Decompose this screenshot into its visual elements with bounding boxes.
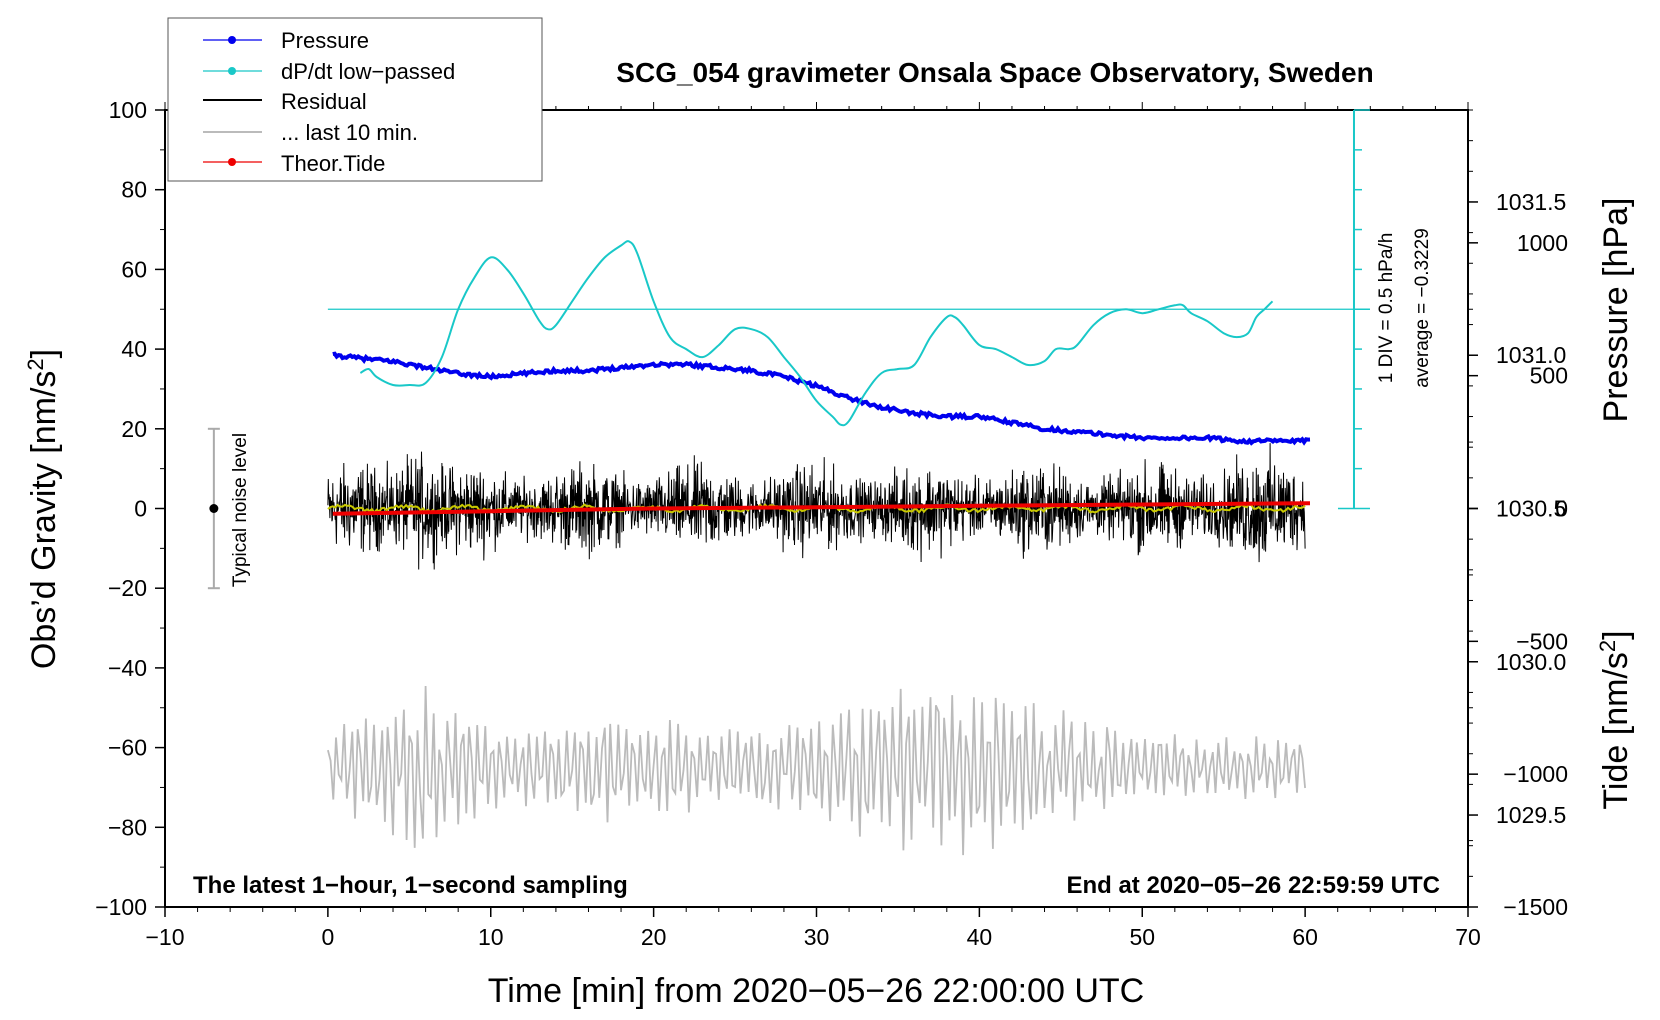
y-tick-label: 60 [121, 256, 147, 282]
y-axis-label-tide-main: Tide [nm/s [1597, 652, 1635, 809]
x-tick-label: 10 [478, 924, 504, 950]
y-tick-label: 40 [121, 336, 147, 362]
pressure-tick-label: 1031.5 [1496, 189, 1566, 215]
x-tick-label: −10 [145, 924, 184, 950]
chart-title: SCG_054 gravimeter Onsala Space Observat… [616, 57, 1373, 88]
x-tick-label: 30 [804, 924, 830, 950]
y-axis-label-tide-end: ] [1597, 630, 1635, 639]
x-axis-label: Time [min] from 2020−05−26 22:00:00 UTC [488, 972, 1144, 1010]
dpdt-average-label: average = −0.3229 [1412, 228, 1433, 388]
x-tick-label: 50 [1129, 924, 1155, 950]
tide-tick-label: −1000 [1503, 761, 1568, 787]
tide-tick-label: −500 [1516, 628, 1568, 654]
pressure-tick-label: 1031.0 [1496, 342, 1566, 368]
series-pressure-line [332, 351, 1311, 446]
x-tick-label: 60 [1292, 924, 1318, 950]
y-tick-label: −100 [95, 894, 147, 920]
sampling-note: The latest 1−hour, 1−second sampling [193, 872, 628, 899]
y-axis-label-pressure: Pressure [hPa] [1597, 198, 1635, 423]
series-theor-tide-line [332, 501, 1311, 516]
pressure-tick-label: 1030.5 [1496, 496, 1566, 522]
y-axis-label-left-end: ] [25, 349, 63, 358]
pressure-tick-label: 1030.0 [1496, 649, 1566, 675]
y-tick-label: −40 [108, 655, 147, 681]
y-axis-label-left-sup: 2 [23, 358, 48, 370]
legend-item-tide: Theor.Tide [203, 151, 385, 176]
legend-marker-pressure [228, 36, 236, 44]
dpdt-div-label: 1 DIV = 0.5 hPa/h [1376, 233, 1397, 384]
legend-item-last10: ... last 10 min. [203, 120, 418, 145]
x-tick-label: 20 [641, 924, 667, 950]
series-dpdt-line [359, 240, 1274, 427]
noise-bar-center-dot [209, 504, 219, 513]
tide-tick-label: 0 [1555, 496, 1568, 522]
y-axis-label-left: Obs’d Gravity [nm/s2] [23, 349, 63, 669]
y-axis-label-tide-sup: 2 [1595, 640, 1620, 652]
noise-level-label: Typical noise level [230, 433, 251, 587]
tide-tick-label: 500 [1530, 363, 1568, 389]
x-tick-label: 40 [967, 924, 993, 950]
dpdt-scale-bar [1337, 109, 1370, 510]
legend-label-tide: Theor.Tide [281, 151, 385, 176]
y-tick-label: −60 [108, 735, 147, 761]
series-last-10-min-line [327, 685, 1306, 856]
legend-item-pressure: Pressure [203, 28, 369, 53]
y-tick-label: −20 [108, 575, 147, 601]
noise-level-indicator: Typical noise level [207, 427, 251, 590]
x-tick-label: 70 [1455, 924, 1481, 950]
legend: Pressure dP/dt low−passed Residual ... l… [167, 17, 543, 182]
y-tick-label: 100 [109, 97, 147, 123]
axes: −10 0 10 20 30 40 50 60 70−100−80−60−40−20020406… [95, 97, 1568, 950]
tide-tick-label: 1000 [1517, 230, 1568, 256]
tide-tick-label: −1500 [1503, 894, 1568, 920]
y-axis-label-tide: Tide [nm/s2] [1595, 630, 1635, 809]
end-time-note: End at 2020−05−26 22:59:59 UTC [1066, 872, 1440, 899]
y-axis-label-left-main: Obs’d Gravity [nm/s [25, 371, 63, 670]
legend-item-residual: Residual [203, 89, 367, 114]
x-tick-label: 0 [321, 924, 334, 950]
legend-marker-tide [228, 158, 236, 166]
pressure-tick-label: 1029.5 [1496, 802, 1566, 828]
legend-label-last10: ... last 10 min. [281, 120, 418, 145]
y-tick-label: −80 [108, 814, 147, 840]
series-residual-line [327, 443, 1306, 570]
legend-marker-dpdt [228, 67, 236, 75]
data-curves [327, 240, 1368, 856]
legend-label-pressure: Pressure [281, 28, 369, 53]
y-tick-label: 20 [121, 416, 147, 442]
y-tick-label: 80 [121, 177, 147, 203]
legend-label-dpdt: dP/dt low−passed [281, 59, 455, 84]
legend-label-residual: Residual [281, 89, 367, 114]
legend-item-dpdt: dP/dt low−passed [203, 59, 455, 84]
y-tick-label: 0 [134, 496, 147, 522]
